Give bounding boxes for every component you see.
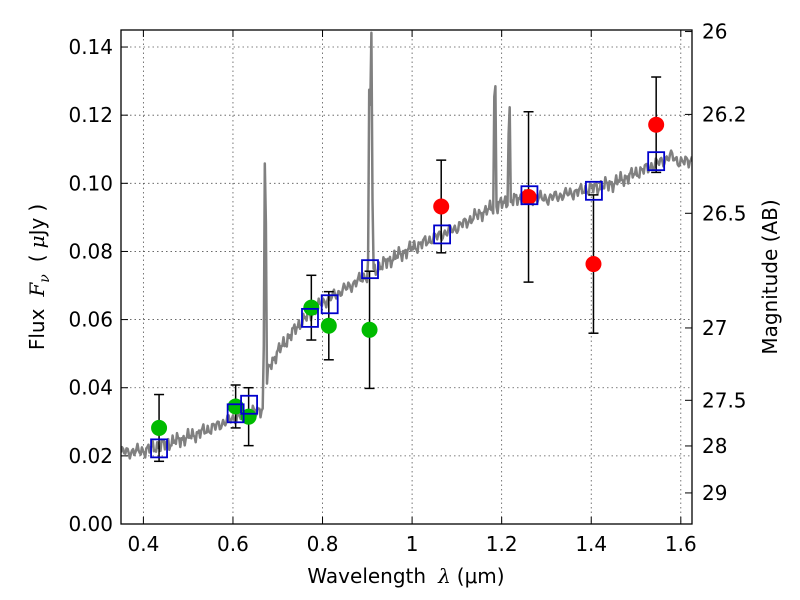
model-points xyxy=(150,151,666,459)
observed-point-green xyxy=(361,321,378,338)
model-point xyxy=(301,307,319,328)
observed-point-green xyxy=(240,408,257,425)
y-axis-title-symbol: F xyxy=(25,282,49,298)
y2-tick-label: 28 xyxy=(702,434,727,458)
spectrum-series xyxy=(121,31,692,460)
observed-point-green xyxy=(303,299,320,316)
x-axis-title: Wavelength λ (μm) xyxy=(307,564,504,588)
plot-frame xyxy=(120,29,693,525)
x-axis-title-unit: (μm) xyxy=(457,564,505,588)
y-tick-label: 0.10 xyxy=(68,171,113,195)
y-tick-label: 0.12 xyxy=(68,103,113,127)
y2-tick-label: 27 xyxy=(702,316,727,340)
y-tick-label: 0.00 xyxy=(68,512,113,536)
y-axis-title: Flux Fν ( μJy) xyxy=(25,204,53,350)
y-tick-label: 0.08 xyxy=(68,239,113,263)
x-tick-label: 1.4 xyxy=(575,532,607,556)
y-axis-title-close: ) xyxy=(25,204,49,212)
y-tick-label: 0.04 xyxy=(68,376,113,400)
y-axis-title-open: ( xyxy=(25,254,49,262)
model-point xyxy=(361,259,379,280)
x-tick-label: 0.4 xyxy=(127,532,159,556)
x-tick-label: 0.6 xyxy=(217,532,249,556)
observed-point-red xyxy=(520,188,537,205)
y-tick-label: 0.14 xyxy=(68,35,113,59)
tick-labels: 0.4 0.6 0.8 1 1.2 1.4 1.6 0.00 0.02 0.04 0.06 0.08 0… xyxy=(68,20,746,556)
x-tick-label: 1.6 xyxy=(665,532,697,556)
grid-lines xyxy=(121,30,692,524)
y-tick-label: 0.02 xyxy=(68,444,113,468)
y2-tick-label: 26.2 xyxy=(702,102,747,126)
model-point xyxy=(585,180,603,201)
y-axis-title-unit: Jy xyxy=(25,217,49,237)
model-point xyxy=(320,294,339,315)
y2-tick-label: 29 xyxy=(702,481,727,505)
model-point xyxy=(647,151,666,172)
observed-point-green xyxy=(151,419,168,436)
x-tick-label: 1 xyxy=(406,532,419,556)
y2-tick-label: 26.5 xyxy=(702,201,747,225)
x-tick-label: 0.8 xyxy=(307,532,339,556)
model-point xyxy=(520,185,539,206)
model-point xyxy=(150,438,168,459)
axis-ticks xyxy=(121,30,692,525)
y-axis-title-text: Flux xyxy=(25,308,49,350)
y2-tick-label: 26 xyxy=(702,20,727,44)
x-axis-title-symbol: λ xyxy=(437,564,451,588)
model-point xyxy=(240,394,258,415)
y2-tick-label: 27.5 xyxy=(702,388,747,412)
y-axis-title-mu: μ xyxy=(25,235,49,248)
model-point xyxy=(433,224,452,245)
observed-point-red xyxy=(648,116,665,133)
y-tick-label: 0.06 xyxy=(68,308,113,332)
observed-point-green xyxy=(227,398,244,415)
observed-point-red xyxy=(585,256,602,273)
observed-points xyxy=(151,116,665,436)
spectrum-line xyxy=(121,31,692,460)
observed-point-green xyxy=(320,317,337,334)
y-axis-title-subscript: ν xyxy=(37,274,53,283)
x-axis-title-text: Wavelength xyxy=(307,564,426,588)
y2-axis-title: Magnitude (AB) xyxy=(758,199,782,354)
observed-point-red xyxy=(433,198,450,215)
x-tick-label: 1.2 xyxy=(486,532,518,556)
